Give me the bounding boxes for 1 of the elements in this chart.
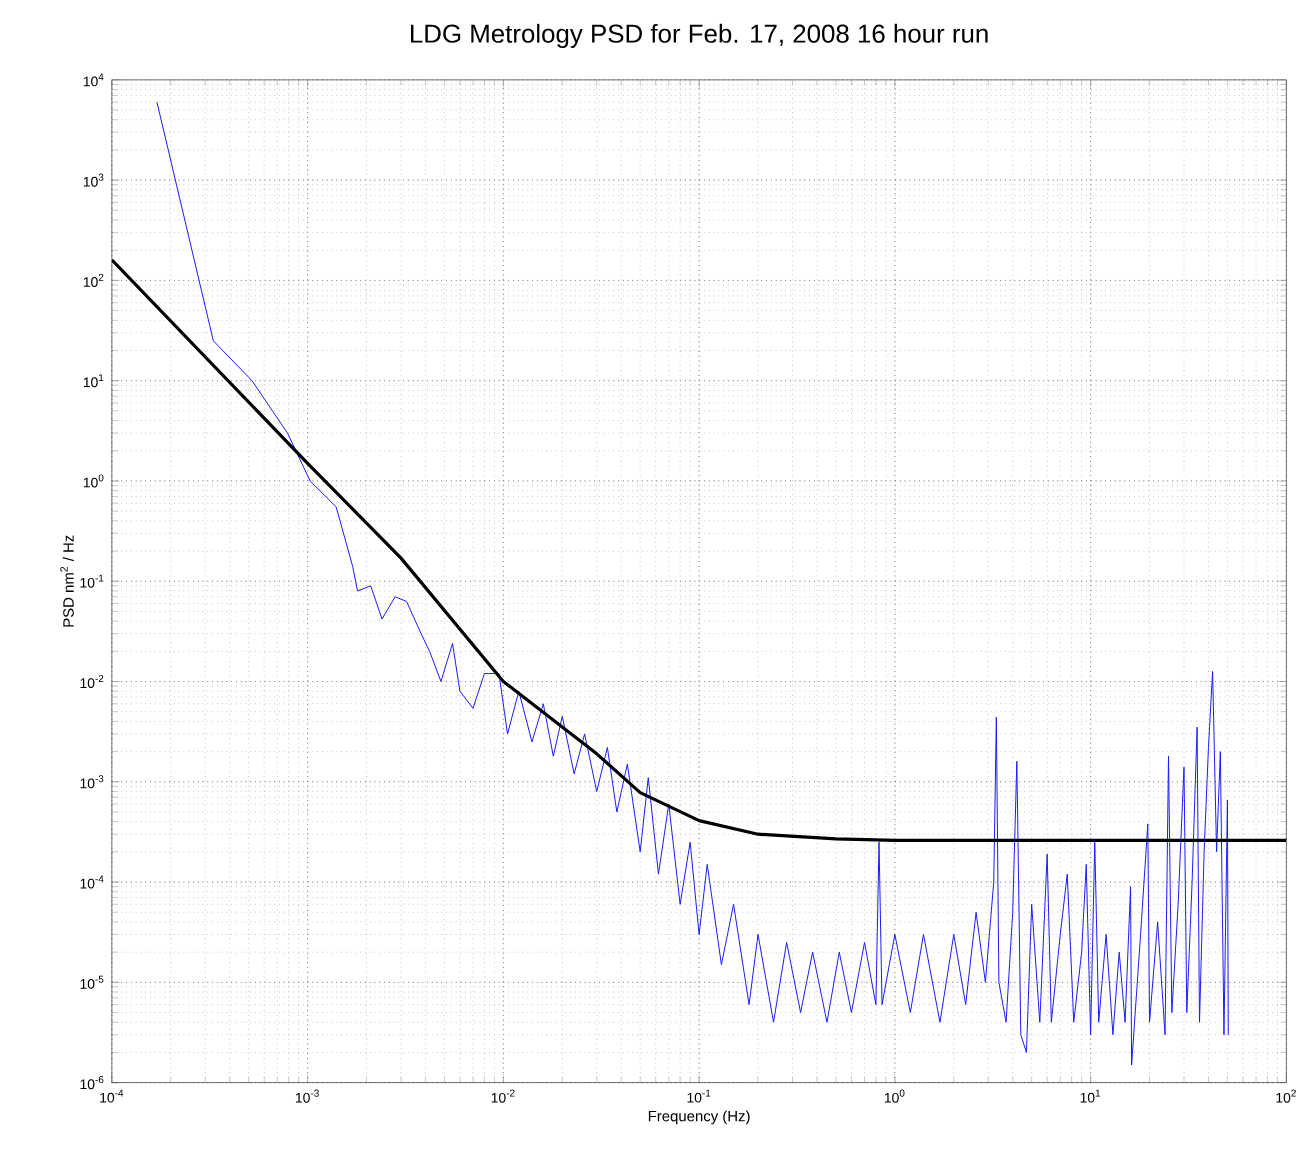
chart-title: LDG Metrology PSD for Feb. 17, 2008 16 hour run	[411, 23, 988, 48]
